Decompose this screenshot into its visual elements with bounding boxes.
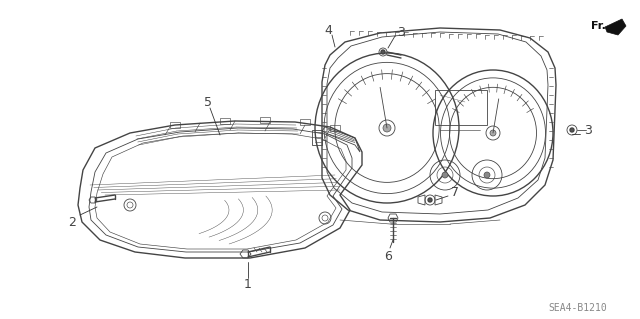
Text: 3: 3 — [584, 123, 592, 137]
Circle shape — [484, 172, 490, 178]
Circle shape — [442, 172, 448, 178]
Circle shape — [490, 130, 496, 136]
Circle shape — [570, 128, 574, 132]
Text: 1: 1 — [244, 278, 252, 292]
Text: SEA4-B1210: SEA4-B1210 — [548, 303, 607, 313]
Text: 6: 6 — [384, 249, 392, 263]
Polygon shape — [605, 19, 626, 35]
Text: 3: 3 — [397, 26, 405, 39]
Text: 2: 2 — [68, 216, 76, 228]
Text: 7: 7 — [451, 187, 459, 199]
Text: 5: 5 — [204, 95, 212, 108]
Text: Fr.: Fr. — [591, 21, 605, 31]
Text: 4: 4 — [324, 24, 332, 36]
Circle shape — [381, 50, 385, 54]
Circle shape — [383, 124, 391, 132]
Circle shape — [428, 198, 432, 202]
